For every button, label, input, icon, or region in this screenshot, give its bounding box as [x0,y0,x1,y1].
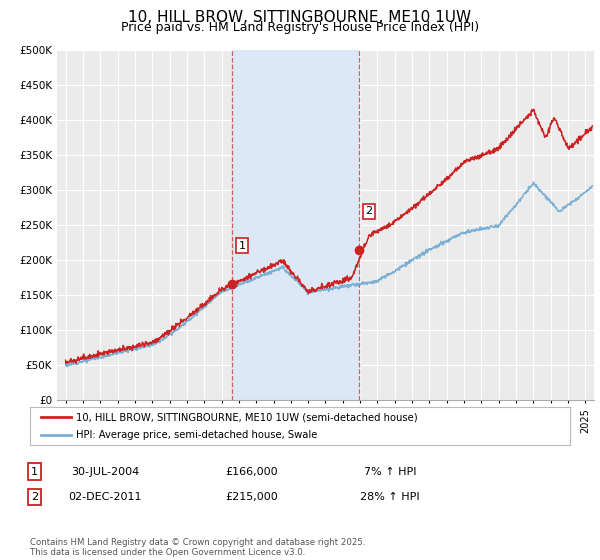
Text: 30-JUL-2004: 30-JUL-2004 [71,466,139,477]
Text: 2: 2 [31,492,38,502]
Text: £166,000: £166,000 [226,466,278,477]
Text: 1: 1 [31,466,38,477]
Text: HPI: Average price, semi-detached house, Swale: HPI: Average price, semi-detached house,… [76,430,317,440]
Text: 28% ↑ HPI: 28% ↑ HPI [360,492,420,502]
Text: Price paid vs. HM Land Registry's House Price Index (HPI): Price paid vs. HM Land Registry's House … [121,21,479,34]
Text: 2: 2 [365,207,373,216]
Text: 10, HILL BROW, SITTINGBOURNE, ME10 1UW (semi-detached house): 10, HILL BROW, SITTINGBOURNE, ME10 1UW (… [76,412,418,422]
Bar [232,50,359,400]
Text: 10, HILL BROW, SITTINGBOURNE, ME10 1UW: 10, HILL BROW, SITTINGBOURNE, ME10 1UW [128,10,472,25]
Text: Contains HM Land Registry data © Crown copyright and database right 2025.
This d: Contains HM Land Registry data © Crown c… [30,538,365,557]
Text: 1: 1 [239,241,245,251]
Text: 7% ↑ HPI: 7% ↑ HPI [364,466,416,477]
Text: 02-DEC-2011: 02-DEC-2011 [68,492,142,502]
Text: £215,000: £215,000 [226,492,278,502]
